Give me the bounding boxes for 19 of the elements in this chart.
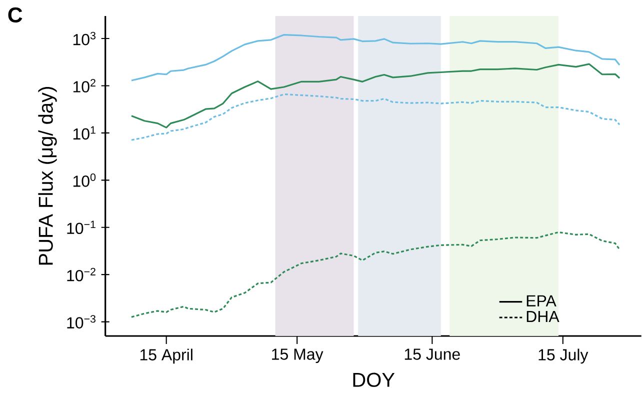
line-series <box>130 63 620 128</box>
y-tick-label: 10$^{−1}$ <box>67 220 96 234</box>
y-tick-label: 10$^{1}$ <box>73 126 96 140</box>
x-tick-label: 15 May <box>272 348 324 364</box>
y-axis-title: PUFA Flux (μg/ day) <box>38 87 57 265</box>
x-tick-label: 15 July <box>538 348 588 364</box>
x-tick-label: 15 April <box>140 348 192 364</box>
annotation: DHA <box>526 311 560 322</box>
x-tick-label: 15 June <box>404 348 460 360</box>
annotation: EPA <box>526 295 556 306</box>
x-axis-title: DOY <box>353 372 395 387</box>
chart-title: C <box>8 7 22 22</box>
y-tick-label: 10$^{2}$ <box>73 79 96 92</box>
y-tick-label: 10$^{−2}$ <box>67 268 96 282</box>
line-series <box>130 93 620 141</box>
y-tick-label: 10$^{0}$ <box>73 173 96 187</box>
y-tick-label: 10$^{3}$ <box>73 32 96 46</box>
y-tick-label: 10$^{−3}$ <box>67 315 96 328</box>
line-series <box>130 34 620 82</box>
